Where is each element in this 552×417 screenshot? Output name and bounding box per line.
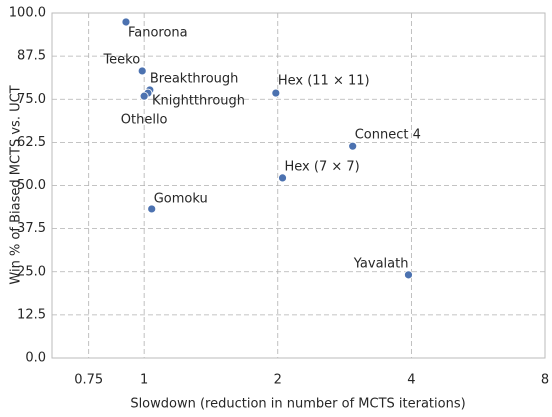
point-label: Hex (7 × 7) <box>285 159 360 174</box>
x-tick-label: 8 <box>541 373 549 388</box>
x-tick-label: 4 <box>407 373 415 388</box>
point <box>121 17 131 27</box>
x-tick-label: 1 <box>140 373 148 388</box>
x-axis-label: Slowdown (reduction in number of MCTS it… <box>130 397 465 412</box>
point <box>137 66 147 76</box>
y-tick-label: 25.0 <box>17 264 46 279</box>
y-tick-label: 87.5 <box>17 49 46 64</box>
y-axis-label: Win % of Biased MCTS vs. UCT <box>9 85 24 284</box>
point-label: Fanorona <box>128 25 188 40</box>
x-tick-label: 2 <box>274 373 282 388</box>
point <box>139 91 149 101</box>
plot-frame <box>51 12 546 359</box>
y-tick-label: 0.0 <box>25 351 46 366</box>
point-label: Hex (11 × 11) <box>278 74 370 89</box>
point-label: Connect 4 <box>355 128 421 143</box>
y-tick-label: 100.0 <box>9 6 46 21</box>
y-tick-label: 62.5 <box>17 135 46 150</box>
point-label: Knightthrough <box>152 94 245 109</box>
point-label: Yavalath <box>353 256 409 271</box>
point-label: Teeko <box>102 52 140 67</box>
y-tick-label: 37.5 <box>17 221 46 236</box>
point <box>348 141 358 151</box>
y-tick-label: 50.0 <box>17 178 46 193</box>
point <box>271 88 281 98</box>
x-tick-label: 0.75 <box>74 373 103 388</box>
point <box>278 173 287 183</box>
point-label: Othello <box>121 113 168 128</box>
point-label: Gomoku <box>154 191 208 206</box>
y-tick-label: 75.0 <box>17 92 46 107</box>
point <box>404 270 413 280</box>
point-label: Breakthrough <box>150 71 239 86</box>
y-tick-label: 12.5 <box>17 307 46 322</box>
point <box>147 204 157 214</box>
